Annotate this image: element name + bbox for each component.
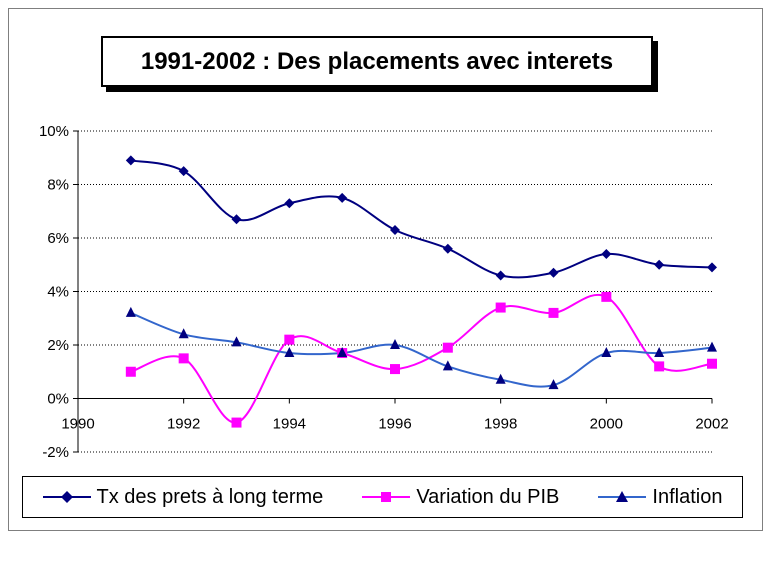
x-tick-label: 2000 [590,416,623,433]
data-point [654,361,665,372]
x-tick-label: 1990 [61,416,94,433]
legend-item-gdp-variation: Variation du PIB [362,486,559,509]
chart-title-box: 1991-2002 : Des placements avec interets [101,36,653,87]
data-point [495,270,506,281]
data-point [442,243,453,254]
data-point [231,417,242,428]
data-point [601,249,612,260]
x-tick-label: 1996 [378,416,411,433]
diamond-marker-icon [42,491,91,503]
legend-label-long-term-rate: Tx des prets à long terme [96,485,324,508]
data-point [548,267,559,278]
y-tick-label: 0% [47,391,69,408]
data-point [390,364,400,375]
y-tick-label: 4% [47,284,69,301]
chart-frame [8,8,763,531]
data-point [654,259,665,270]
series-line-2 [130,311,713,388]
data-point [231,336,242,347]
data-point [125,306,136,317]
y-tick-label: 10% [39,123,69,140]
data-point [601,347,612,358]
data-point [390,339,400,349]
data-point [337,192,348,203]
legend-item-inflation: Inflation [598,486,722,509]
data-point [442,342,453,353]
gridlines [78,130,712,453]
triangle-marker-icon [598,491,647,502]
legend: Tx des prets à long terme Variation du P… [22,476,743,518]
x-tick-label: 1994 [273,416,306,433]
data-point [442,360,453,371]
data-point [337,347,348,358]
data-point [178,328,189,339]
tick-labels: -2% 0% 2% 4% 6% 8% 10% 1990 1992 1994 1996 1998 2000… [39,123,729,461]
data-point [548,379,559,390]
legend-label-gdp-variation: Variation du PIB [416,485,560,508]
series-markers [125,155,717,428]
data-point [707,341,717,352]
y-tick-label: -2% [42,444,69,461]
data-point [284,347,295,358]
y-tick-label: 6% [47,230,69,247]
square-marker-icon [362,492,411,502]
y-tick-label: 8% [47,177,69,194]
chart-title: 1991-2002 : Des placements avec interets [140,47,614,75]
data-point [548,307,559,318]
data-point [125,366,136,377]
y-tick-label: 2% [47,337,69,354]
data-point [390,224,400,235]
data-point [178,353,189,364]
data-point [178,166,189,177]
x-tick-label: 1992 [167,416,200,433]
data-point [125,155,136,166]
x-tick-label: 1998 [484,416,517,433]
legend-item-long-term-rate: Tx des prets à long terme [42,485,324,509]
data-point [495,302,506,313]
data-point [231,214,242,225]
data-point [284,198,295,209]
data-point [654,347,665,358]
axes [73,130,713,453]
series-line-0 [130,159,713,279]
data-point [707,262,717,273]
data-point [495,373,506,384]
legend-label-inflation: Inflation [652,485,723,508]
series-line-1 [130,293,713,424]
data-point [601,291,612,302]
data-point [284,334,295,345]
x-tick-label: 2002 [695,416,728,433]
data-point [707,358,717,369]
